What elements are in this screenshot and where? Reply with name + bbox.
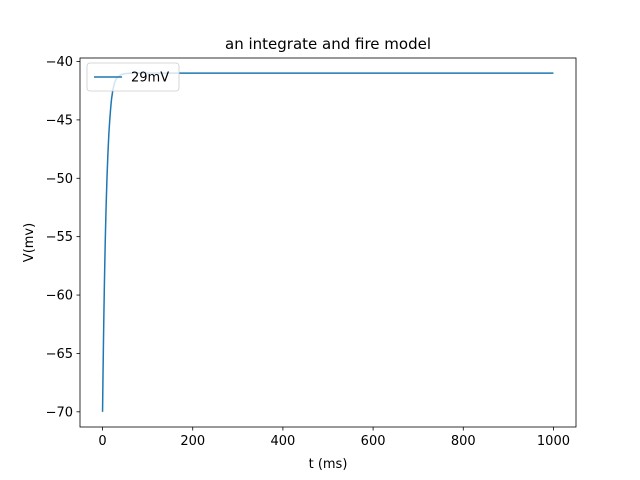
x-tick-label: 800 — [451, 434, 476, 449]
y-axis-label: V(mv) — [22, 223, 37, 262]
y-tick-label: −60 — [46, 289, 73, 304]
x-axis-ticks: 0 200 400 600 800 1000 — [98, 427, 570, 449]
legend-label: 29mV — [131, 71, 169, 86]
x-tick-label: 600 — [361, 434, 386, 449]
x-tick-label: 1000 — [537, 434, 570, 449]
chart-title: an integrate and fire model — [225, 35, 431, 53]
y-tick-label: −70 — [46, 405, 73, 420]
legend-box — [86, 62, 180, 92]
plot-area — [80, 58, 576, 427]
y-tick-label: −50 — [46, 172, 73, 187]
x-tick-label: 400 — [270, 434, 295, 449]
y-axis-ticks: −70 −65 −60 −55 −50 −45 −40 — [46, 55, 80, 420]
y-tick-label: −45 — [46, 113, 73, 128]
legend: 29mV — [86, 62, 180, 92]
x-axis-label: t (ms) — [309, 457, 348, 472]
y-tick-label: −65 — [46, 347, 73, 362]
plot-frame — [79, 57, 577, 428]
x-tick-label: 200 — [180, 434, 205, 449]
x-tick-label: 0 — [98, 434, 106, 449]
y-tick-label: −40 — [46, 55, 73, 70]
y-tick-label: −55 — [46, 230, 73, 245]
